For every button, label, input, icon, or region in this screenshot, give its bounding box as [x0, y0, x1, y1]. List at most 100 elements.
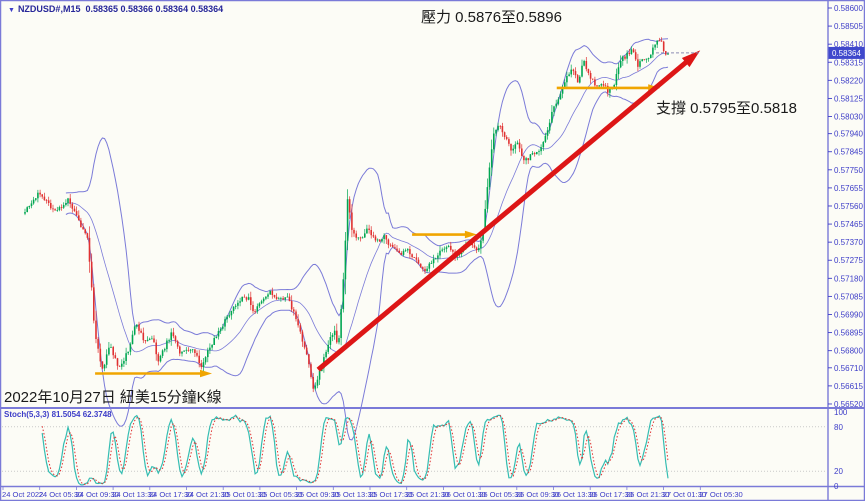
- candle-body: [589, 73, 592, 79]
- candle-body: [437, 255, 439, 259]
- candle-body: [308, 354, 310, 365]
- candle-body: [331, 335, 334, 337]
- candle-body: [52, 208, 54, 210]
- candle-body: [508, 139, 510, 144]
- candle-body: [35, 198, 37, 200]
- candle-body: [536, 152, 538, 155]
- candle-body: [260, 301, 263, 304]
- candle-body: [488, 167, 491, 188]
- price-tick-label: 0.58220: [834, 76, 863, 85]
- candle-body: [73, 208, 76, 212]
- candle-body: [658, 40, 661, 42]
- candle-body: [336, 330, 338, 343]
- candle-body: [447, 245, 450, 248]
- candle-body: [303, 341, 306, 348]
- candle-body: [222, 326, 224, 329]
- stoch-axis-label: 20: [834, 467, 843, 476]
- candle-body: [428, 263, 431, 269]
- candle-body: [361, 237, 364, 239]
- candle-body: [239, 301, 241, 303]
- candle-body: [187, 349, 190, 351]
- price-tick-label: 0.57085: [834, 292, 863, 301]
- candle-body: [594, 79, 596, 86]
- price-tick-label: 0.58505: [834, 22, 863, 31]
- candle-body: [619, 61, 622, 68]
- candle-body: [404, 250, 407, 252]
- candle-body: [310, 364, 312, 377]
- candle-body: [157, 354, 160, 362]
- candle-body: [559, 93, 562, 100]
- candle-body: [628, 52, 631, 55]
- candle-body: [116, 358, 119, 366]
- candle-body: [191, 349, 194, 351]
- candle-body: [557, 99, 560, 104]
- candle-body: [548, 122, 551, 131]
- candle-body: [198, 355, 200, 364]
- candle-body: [95, 320, 97, 339]
- candle-body: [159, 355, 162, 362]
- candle-body: [533, 153, 536, 155]
- candle-body: [69, 198, 71, 204]
- price-tick-label: 0.56800: [834, 347, 863, 356]
- candle-body: [566, 76, 568, 83]
- candle-body: [501, 126, 504, 133]
- candle-body: [209, 347, 211, 351]
- candle-body: [142, 332, 145, 341]
- price-tick-label: 0.58030: [834, 113, 863, 122]
- candle-body: [148, 338, 151, 340]
- candle-body: [639, 61, 641, 67]
- candle-body: [389, 244, 392, 246]
- candle-body: [176, 341, 179, 347]
- candle-body: [503, 132, 506, 137]
- candle-body: [518, 142, 521, 149]
- candle-body: [54, 209, 56, 211]
- candle-body: [262, 298, 265, 302]
- candle-body: [297, 319, 299, 326]
- candle-body: [161, 350, 164, 356]
- candle-body: [293, 309, 295, 312]
- candle-body: [409, 249, 411, 255]
- candle-body: [630, 49, 633, 55]
- time-tick-label: 25 Oct 09:30: [296, 490, 339, 499]
- candle-body: [78, 215, 80, 221]
- candle-body: [641, 59, 643, 62]
- price-axis[interactable]: 0.58600 0.58505 0.58410 0.58315 0.58220 0.581…: [828, 4, 863, 409]
- candle-body: [346, 199, 349, 241]
- price-tick-label: 0.58125: [834, 94, 863, 103]
- candle-body: [234, 305, 237, 307]
- candle-body: [28, 206, 31, 208]
- stoch-axis: 100 80 20 0: [834, 408, 848, 491]
- candle-body: [568, 74, 570, 76]
- candle-body: [622, 56, 624, 61]
- candle-body: [499, 125, 502, 127]
- candle-body: [101, 361, 104, 369]
- candle-body: [282, 298, 284, 300]
- candle-body: [527, 158, 529, 161]
- candle-body: [572, 69, 575, 72]
- candle-body: [413, 257, 415, 258]
- candle-body: [353, 229, 355, 234]
- candle-body: [387, 239, 390, 245]
- candle-body: [529, 154, 532, 161]
- candle-body: [314, 385, 317, 389]
- candle-body: [632, 49, 635, 53]
- candle-body: [542, 141, 545, 148]
- candle-body: [430, 263, 433, 264]
- candle-body: [131, 334, 134, 345]
- candle-body: [613, 85, 615, 89]
- time-tick-label: 26 Oct 09:30: [516, 490, 559, 499]
- time-tick-label: 26 Oct 13:30: [553, 490, 596, 499]
- time-tick-label: 24 Oct 2022: [2, 490, 43, 499]
- candle-body: [626, 52, 628, 59]
- price-tick-label: 0.56990: [834, 310, 863, 319]
- candle-body: [581, 65, 583, 77]
- candle-body: [179, 346, 181, 354]
- time-tick-label: 27 Oct 05:30: [699, 490, 742, 499]
- candle-body: [168, 340, 170, 341]
- price-tick-label: 0.57275: [834, 256, 863, 265]
- candle-body: [624, 56, 626, 59]
- candle-body: [129, 344, 132, 352]
